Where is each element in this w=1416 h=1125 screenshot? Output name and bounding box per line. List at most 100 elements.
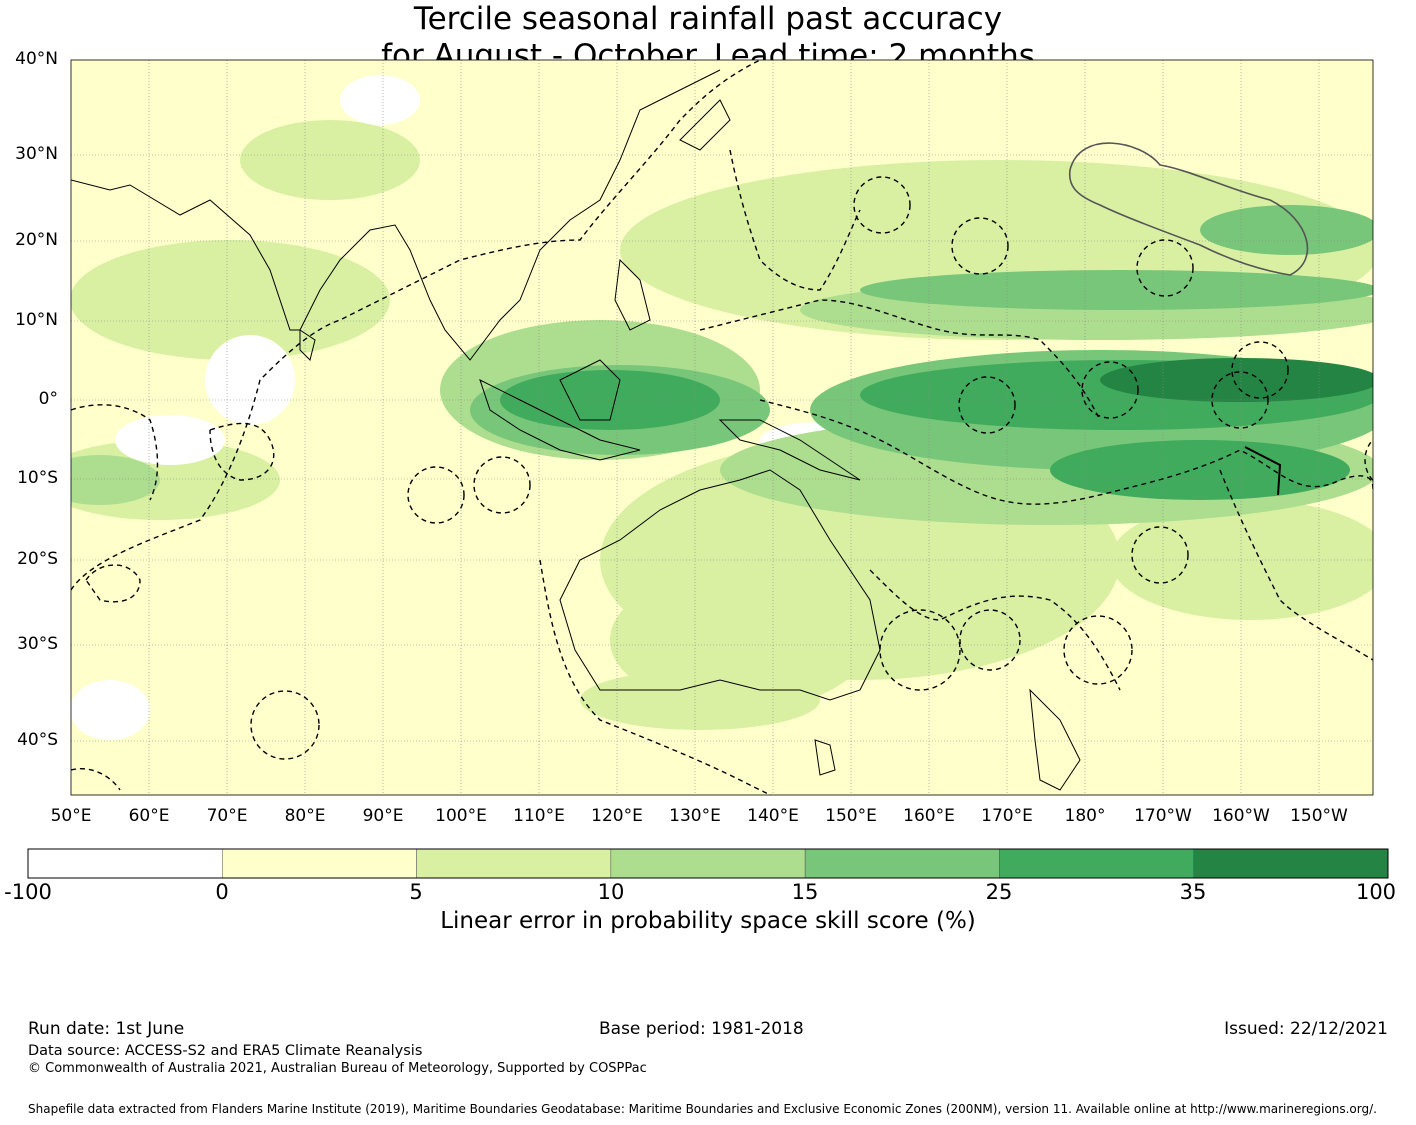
borneo-coastline	[559, 359, 621, 421]
lat-tick-label: 10°S	[17, 468, 58, 488]
lon-tick-label: 110°E	[513, 806, 565, 826]
lon-tick-label: 90°E	[362, 806, 404, 826]
shapefile-credit: Shapefile data extracted from Flanders M…	[28, 1102, 1377, 1116]
eez-northern-marianas	[729, 149, 861, 291]
eez-circle-marcus	[853, 176, 911, 234]
lon-tick-label: 170°E	[981, 806, 1033, 826]
colorbar	[0, 840, 1416, 940]
lon-tick-label: 70°E	[206, 806, 248, 826]
skill-region-madagascar	[71, 455, 160, 505]
low-skill-patch-1	[205, 335, 295, 425]
lon-tick-label: 180°	[1064, 806, 1106, 826]
colorbar-label: Linear error in probability space skill …	[440, 908, 976, 934]
data-source: Data source: ACCESS-S2 and ERA5 Climate …	[28, 1043, 423, 1059]
new-guinea-coastline	[718, 419, 861, 481]
eez-coral-sea	[869, 569, 1121, 691]
eez-boundaries	[71, 60, 1373, 795]
low-skill-patch-6	[340, 75, 420, 125]
map-frame	[70, 59, 1374, 796]
eez-circle-cocos	[473, 456, 531, 514]
eez-circle-kermadec	[1063, 615, 1133, 685]
eez-mauritius	[85, 564, 141, 603]
eez-circle-niue	[1131, 526, 1189, 584]
copyright-notice: © Commonwealth of Australia 2021, Austra…	[28, 1061, 647, 1076]
colorbar-swatch	[416, 848, 612, 879]
skill-band-north-strong	[860, 270, 1373, 310]
colorbar-swatches	[27, 848, 1389, 879]
eez-cook-islands	[1219, 469, 1373, 661]
eez-circle-palmyra	[1231, 341, 1289, 399]
eez-circle-christmas-island	[407, 466, 465, 524]
lat-tick-label: 30°S	[17, 634, 58, 654]
lon-tick-label: 140°E	[747, 806, 799, 826]
eez-circle-wake	[951, 217, 1009, 275]
colorbar-tick-label: 5	[409, 880, 423, 904]
colorbar-swatch	[1193, 848, 1389, 879]
lon-tick-label: 130°E	[669, 806, 721, 826]
map-panel: 40°N 30°N 20°N 10°N 0° 10°S 20°S 30°S 40…	[15, 49, 1374, 826]
australia-coastline	[559, 469, 881, 701]
colorbar-tick-label: 25	[985, 880, 1013, 904]
map-svg	[70, 59, 1374, 796]
eez-circle-line-islands	[1211, 371, 1269, 429]
sri-lanka-coastline	[299, 329, 316, 361]
colorbar-swatch	[27, 848, 223, 879]
colorbar-tick-label: 35	[1179, 880, 1207, 904]
graticule	[71, 60, 1373, 795]
colorbar-swatch	[999, 848, 1194, 879]
lat-tick-label: 40°S	[17, 730, 58, 750]
colorbar-frame	[27, 848, 1389, 879]
colorbar-swatch	[804, 848, 1000, 879]
map-title-line1: Tercile seasonal rainfall past accuracy	[413, 1, 1003, 37]
new-zealand-coastline	[1029, 688, 1081, 791]
lat-tick-label: 10°N	[15, 310, 58, 330]
philippines-coastline	[614, 258, 651, 331]
skill-region-hawaii-east	[1200, 205, 1373, 255]
skill-region-indonesia-strong	[500, 370, 720, 430]
eez-melanesia-polynesia	[759, 399, 1373, 505]
lon-tick-label: 160°E	[903, 806, 955, 826]
eez-circle-nauru	[958, 376, 1016, 434]
eez-indian-ocean-north	[71, 60, 761, 591]
lon-tick-label: 160°W	[1212, 806, 1270, 826]
eez-circle-amsterdam	[250, 690, 320, 760]
base-period: Base period: 1981-2018	[599, 1019, 804, 1039]
eez-kerguelen	[71, 768, 121, 791]
colorbar-tick-label: 0	[215, 880, 229, 904]
lon-tick-label: 150°E	[825, 806, 877, 826]
lon-tick-label: 50°E	[50, 806, 92, 826]
lon-tick-label: 80°E	[284, 806, 326, 826]
japan-coastline	[679, 99, 731, 151]
low-skill-patch-3	[71, 680, 150, 740]
asia-coastline	[71, 69, 721, 361]
eez-seychelles	[71, 404, 159, 501]
lon-tick-label: 170°W	[1134, 806, 1192, 826]
eez-australia-west	[539, 559, 773, 795]
colorbar-swatch	[222, 848, 417, 879]
lon-tick-label: 120°E	[591, 806, 643, 826]
eez-circle-johnston	[1136, 239, 1194, 297]
tasmania-coastline	[814, 739, 836, 776]
colorbar-tick-label: -100	[4, 880, 52, 904]
lon-tick-label: 100°E	[435, 806, 487, 826]
skill-region-tibet	[240, 120, 420, 200]
run-date: Run date: 1st June	[28, 1019, 185, 1039]
eez-micronesia	[699, 299, 1101, 421]
issued-date: Issued: 22/12/2021	[1224, 1019, 1388, 1039]
colorbar-swatch	[610, 848, 806, 879]
low-skill-patch-2	[115, 415, 225, 465]
skill-region-southern-ocean	[580, 670, 820, 730]
skill-field	[71, 60, 1373, 795]
eez-chagos	[209, 422, 275, 481]
lat-tick-label: 30°N	[15, 144, 58, 164]
lat-tick-label: 20°N	[15, 230, 58, 250]
lon-tick-label: 60°E	[128, 806, 170, 826]
eez-circle-norfolk	[959, 609, 1021, 671]
eez-kiribati-segment	[1244, 446, 1282, 496]
skill-region-arabian-sea	[71, 240, 390, 360]
skill-core-equatorial	[1100, 358, 1373, 402]
eez-circle-lord-howe	[879, 609, 961, 691]
skill-region-south-pacific-strong	[1050, 440, 1350, 500]
lon-tick-label: 150°W	[1290, 806, 1348, 826]
colorbar-tick-label: 15	[791, 880, 819, 904]
